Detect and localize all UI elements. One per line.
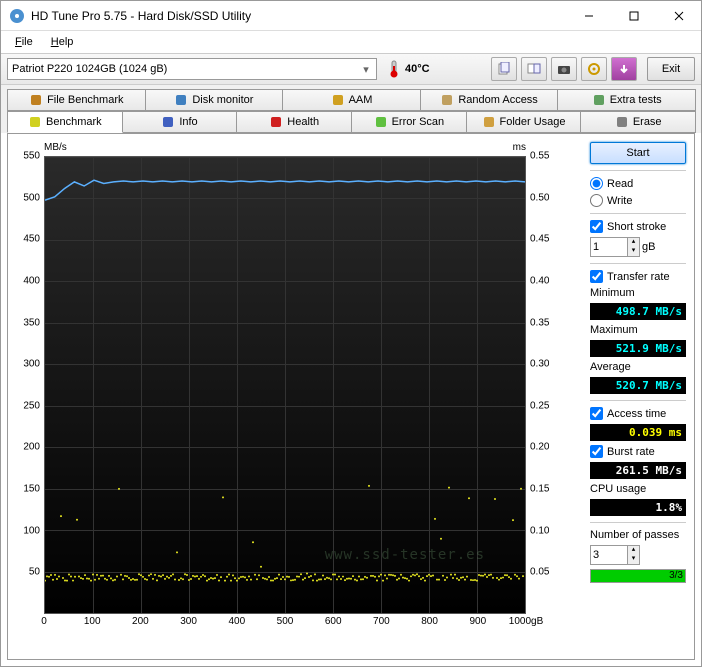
temperature: 40°C: [387, 60, 430, 78]
settings-button[interactable]: [581, 57, 607, 81]
tab-file-benchmark[interactable]: File Benchmark: [7, 89, 146, 111]
spin-up[interactable]: ▴: [627, 546, 639, 555]
side-panel: Start Read Write Short stroke ▴▾ gB Tran…: [590, 142, 686, 651]
window-title: HD Tune Pro 5.75 - Hard Disk/SSD Utility: [31, 9, 566, 23]
tab-disk-monitor[interactable]: Disk monitor: [145, 89, 284, 111]
window-controls: [566, 1, 701, 30]
tab-row-top: File BenchmarkDisk monitorAAMRandom Acce…: [7, 89, 695, 111]
copy-all-button[interactable]: [521, 57, 547, 81]
spin-up[interactable]: ▴: [627, 238, 639, 247]
plot-area: www.ssd-tester.es: [44, 156, 526, 614]
avg-value: 520.7 MB/s: [590, 377, 686, 394]
tab-error-scan[interactable]: Error Scan: [351, 111, 467, 133]
passes-spin: ▴▾: [590, 545, 686, 565]
benchmark-chart: MB/s ms 50100150200250300350400450500550…: [16, 142, 558, 632]
spin-down[interactable]: ▾: [627, 555, 639, 564]
y-axis-right: 0.050.100.150.200.250.300.350.400.450.50…: [528, 156, 558, 614]
tab-erase[interactable]: Erase: [580, 111, 696, 133]
save-button[interactable]: [611, 57, 637, 81]
access-time-value: 0.039 ms: [590, 424, 686, 441]
chart-area: MB/s ms 50100150200250300350400450500550…: [16, 142, 582, 651]
short-stroke-spin: ▴▾ gB: [590, 237, 686, 257]
passes-input[interactable]: ▴▾: [590, 545, 640, 565]
minimize-button[interactable]: [566, 1, 611, 30]
tab-icon: [592, 93, 606, 107]
min-value: 498.7 MB/s: [590, 303, 686, 320]
x-axis: 01002003004005006007008009001000gB: [44, 616, 526, 632]
tab-icon: [269, 115, 283, 129]
tab-icon: [29, 93, 43, 107]
exit-button[interactable]: Exit: [647, 57, 695, 81]
avg-label: Average: [590, 361, 686, 373]
progress-text: 3/3: [669, 570, 683, 582]
tab-icon: [28, 115, 42, 129]
tab-icon: [482, 115, 496, 129]
tab-random-access[interactable]: Random Access: [420, 89, 559, 111]
tab-folder-usage[interactable]: Folder Usage: [466, 111, 582, 133]
tab-row-bottom: BenchmarkInfoHealthError ScanFolder Usag…: [7, 111, 695, 133]
cpu-value: 1.8%: [590, 499, 686, 516]
thermometer-icon: [387, 60, 401, 78]
y-axis-left: 50100150200250300350400450500550: [16, 156, 42, 614]
device-select[interactable]: Patriot P220 1024GB (1024 gB) ▾: [7, 58, 377, 80]
screenshot-button[interactable]: [551, 57, 577, 81]
temperature-value: 40°C: [405, 63, 430, 75]
tab-icon: [440, 93, 454, 107]
burst-rate-check[interactable]: Burst rate: [590, 445, 686, 458]
menu-help[interactable]: Help: [43, 34, 82, 50]
menubar: File Help: [1, 31, 701, 53]
tab-icon: [161, 115, 175, 129]
y-right-unit: ms: [513, 142, 526, 153]
dropdown-icon: ▾: [358, 63, 374, 76]
burst-rate-value: 261.5 MB/s: [590, 462, 686, 479]
main-window: HD Tune Pro 5.75 - Hard Disk/SSD Utility…: [0, 0, 702, 667]
access-time-check[interactable]: Access time: [590, 407, 686, 420]
toolbar: Patriot P220 1024GB (1024 gB) ▾ 40°C Exi…: [1, 53, 701, 85]
close-button[interactable]: [656, 1, 701, 30]
short-stroke-input[interactable]: ▴▾: [590, 237, 640, 257]
tab-icon: [331, 93, 345, 107]
device-name: Patriot P220 1024GB (1024 gB): [12, 63, 167, 75]
passes-label: Number of passes: [590, 529, 686, 541]
cpu-label: CPU usage: [590, 483, 686, 495]
tab-icon: [615, 115, 629, 129]
write-radio[interactable]: Write: [590, 194, 686, 207]
maximize-button[interactable]: [611, 1, 656, 30]
read-radio[interactable]: Read: [590, 177, 686, 190]
spin-down[interactable]: ▾: [627, 247, 639, 256]
min-label: Minimum: [590, 287, 686, 299]
short-stroke-check[interactable]: Short stroke: [590, 220, 686, 233]
progress-bar: 3/3: [590, 569, 686, 583]
transfer-rate-check[interactable]: Transfer rate: [590, 270, 686, 283]
toolbar-buttons: Exit: [491, 57, 695, 81]
watermark: www.ssd-tester.es: [325, 547, 485, 563]
content-area: MB/s ms 50100150200250300350400450500550…: [7, 133, 695, 660]
tab-extra-tests[interactable]: Extra tests: [557, 89, 696, 111]
max-label: Maximum: [590, 324, 686, 336]
start-button[interactable]: Start: [590, 142, 686, 164]
max-value: 521.9 MB/s: [590, 340, 686, 357]
tab-health[interactable]: Health: [236, 111, 352, 133]
tab-aam[interactable]: AAM: [282, 89, 421, 111]
copy-info-button[interactable]: [491, 57, 517, 81]
titlebar: HD Tune Pro 5.75 - Hard Disk/SSD Utility: [1, 1, 701, 31]
menu-file[interactable]: File: [7, 34, 41, 50]
app-icon: [9, 8, 25, 24]
tab-benchmark[interactable]: Benchmark: [7, 111, 123, 133]
tab-info[interactable]: Info: [122, 111, 238, 133]
tab-icon: [174, 93, 188, 107]
tab-container: File BenchmarkDisk monitorAAMRandom Acce…: [1, 85, 701, 133]
tab-icon: [374, 115, 388, 129]
y-left-unit: MB/s: [44, 142, 67, 153]
